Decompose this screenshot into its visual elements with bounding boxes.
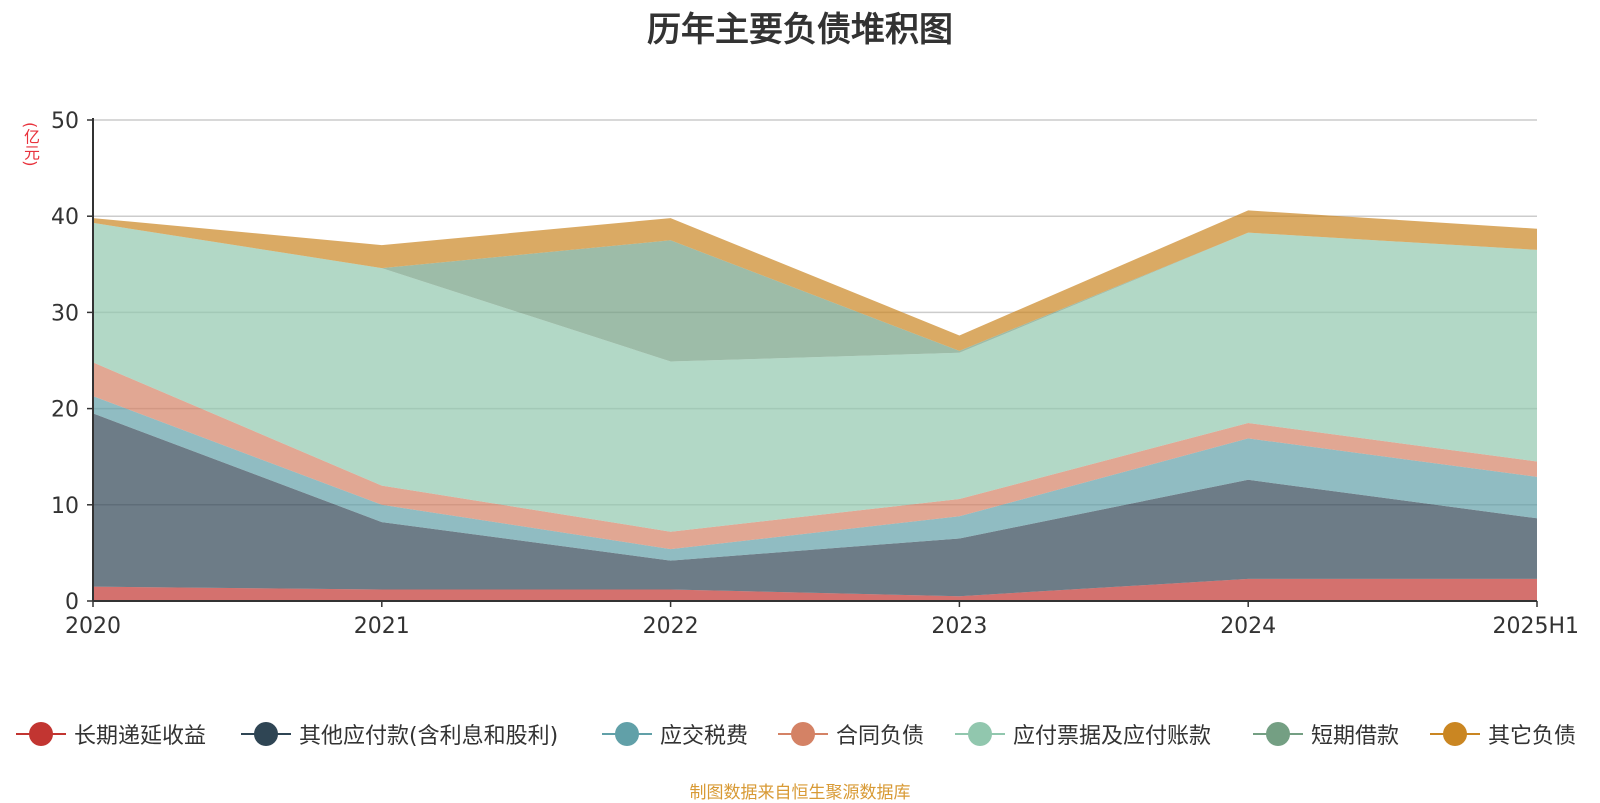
- x-tick-label: 2022: [643, 614, 699, 639]
- y-tick-label: 10: [51, 494, 79, 519]
- legend-item-0[interactable]: 长期递延收益: [16, 716, 206, 752]
- chart-title: 历年主要负债堆积图: [647, 10, 953, 50]
- legend-marker-icon: [955, 716, 1005, 752]
- legend-label: 短期借款: [1311, 724, 1400, 749]
- area-series-5: [93, 222, 1537, 362]
- legend-label: 应付票据及应付账款: [1013, 724, 1212, 749]
- legend-label: 长期递延收益: [74, 724, 207, 749]
- data-source-note: 制图数据来自恒生聚源数据库: [689, 783, 911, 803]
- x-tick-label: 2021: [354, 614, 410, 639]
- legend-label: 应交税费: [660, 724, 749, 749]
- area-series-3: [93, 362, 1537, 550]
- legend-marker-icon: [778, 716, 828, 752]
- legend-item-1[interactable]: 其他应付款(含利息和股利): [241, 716, 558, 752]
- legend-label: 其它负债: [1488, 724, 1577, 749]
- x-tick-label: 2023: [931, 614, 987, 639]
- legend-item-3[interactable]: 合同负债: [778, 716, 924, 752]
- legend-item-2[interactable]: 应交税费: [602, 716, 748, 752]
- x-tick-label: 2020: [65, 614, 121, 639]
- y-axis-unit-label: (亿元): [21, 122, 40, 167]
- area-series-1: [93, 413, 1537, 597]
- legend-marker-icon: [16, 716, 66, 752]
- y-tick-label: 50: [51, 109, 79, 134]
- y-tick-label: 20: [51, 398, 79, 423]
- x-tick-label: 2024: [1220, 614, 1276, 639]
- legend-label: 其他应付款(含利息和股利): [299, 724, 559, 749]
- legend-marker-icon: [1253, 716, 1303, 752]
- axis-layer: 0 10 20 30 40 50 2020 2021 2022 2023 2024 2025H1: [51, 109, 1579, 639]
- y-tick-label: 40: [51, 205, 79, 230]
- area-layer: [93, 210, 1537, 601]
- legend-marker-icon: [602, 716, 652, 752]
- y-tick-label: 0: [65, 590, 79, 615]
- area-series-2: [93, 396, 1537, 561]
- area-series-0: [93, 578, 1537, 601]
- area-series-6: [93, 210, 1537, 351]
- legend-label: 合同负债: [836, 724, 925, 749]
- legend-marker-icon: [241, 716, 291, 752]
- area-series-4: [93, 222, 1537, 532]
- x-tick-label: 2025H1: [1492, 614, 1579, 639]
- legend-item-6[interactable]: 其它负债: [1430, 716, 1576, 752]
- legend-item-4[interactable]: 应付票据及应付账款: [955, 716, 1211, 752]
- legend-item-5[interactable]: 短期借款: [1253, 716, 1399, 752]
- legend-marker-icon: [1430, 716, 1480, 752]
- y-tick-label: 30: [51, 301, 79, 326]
- chart-legend: 长期递延收益 其他应付款(含利息和股利) 应交税费 合同负债 应付票据及应付账款 短期借款…: [0, 716, 1600, 752]
